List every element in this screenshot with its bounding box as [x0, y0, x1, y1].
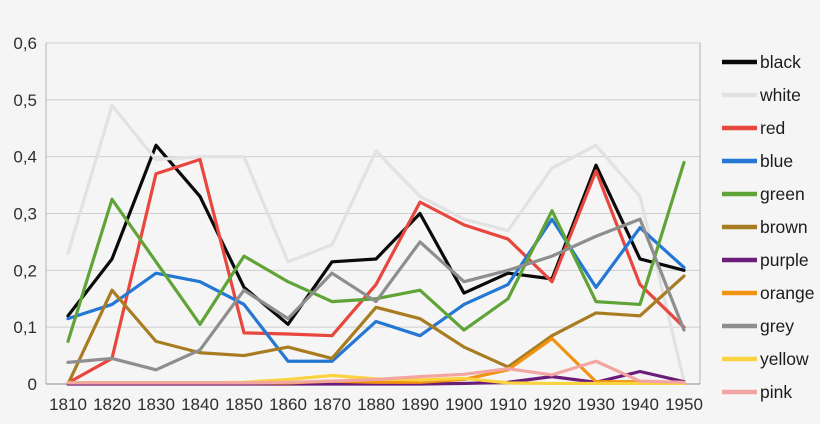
legend-label-white: white — [759, 85, 801, 105]
x-tick-label: 1830 — [137, 395, 175, 414]
y-tick-label: 0,6 — [13, 34, 37, 53]
x-tick-label: 1940 — [621, 395, 659, 414]
legend-label-yellow: yellow — [760, 349, 809, 369]
legend-item-black: black — [722, 52, 801, 72]
series-line-black — [66, 143, 686, 326]
legend-item-yellow: yellow — [722, 349, 809, 369]
x-tick-label: 1810 — [49, 395, 87, 414]
series-line-orange — [66, 336, 686, 385]
legend-label-grey: grey — [760, 316, 794, 336]
y-tick-label: 0,1 — [13, 318, 37, 337]
x-tick-label: 1950 — [665, 395, 703, 414]
legend-item-grey: grey — [722, 316, 794, 336]
x-tick-label: 1840 — [181, 395, 219, 414]
series-line-red — [66, 157, 686, 385]
x-tick-label: 1920 — [533, 395, 571, 414]
x-tick-label: 1860 — [269, 395, 307, 414]
legend-item-blue: blue — [722, 151, 793, 171]
series-line-blue — [66, 217, 686, 363]
legend-label-pink: pink — [760, 382, 792, 402]
y-tick-label: 0,5 — [13, 91, 37, 110]
x-tick-label: 1930 — [577, 395, 615, 414]
series-line-pink — [66, 359, 686, 385]
x-tick-label: 1850 — [225, 395, 263, 414]
x-tick-label: 1820 — [93, 395, 131, 414]
y-tick-label: 0 — [28, 375, 37, 394]
x-tick-label: 1900 — [445, 395, 483, 414]
legend-item-white: white — [722, 85, 801, 105]
legend-item-red: red — [722, 118, 785, 138]
legend-item-orange: orange — [722, 283, 815, 303]
legend-label-blue: blue — [760, 151, 793, 171]
series-line-green — [66, 160, 686, 343]
legend-label-black: black — [760, 52, 801, 72]
legend-label-purple: purple — [760, 250, 809, 270]
y-tick-label: 0,3 — [13, 205, 37, 224]
legend-label-orange: orange — [760, 283, 815, 303]
legend-item-green: green — [722, 184, 805, 204]
series-line-grey — [66, 217, 686, 372]
legend-label-brown: brown — [760, 217, 808, 237]
legend-label-red: red — [760, 118, 785, 138]
x-tick-label: 1880 — [357, 395, 395, 414]
legend-item-pink: pink — [722, 382, 792, 402]
series-line-white — [66, 103, 686, 383]
legend-label-green: green — [760, 184, 805, 204]
legend-item-purple: purple — [722, 250, 809, 270]
x-tick-label: 1890 — [401, 395, 439, 414]
x-tick-label: 1870 — [313, 395, 351, 414]
series-line-brown — [66, 274, 686, 386]
y-tick-label: 0,4 — [13, 148, 37, 167]
x-tick-label: 1910 — [489, 395, 527, 414]
legend-item-brown: brown — [722, 217, 808, 237]
y-tick-label: 0,2 — [13, 261, 37, 280]
